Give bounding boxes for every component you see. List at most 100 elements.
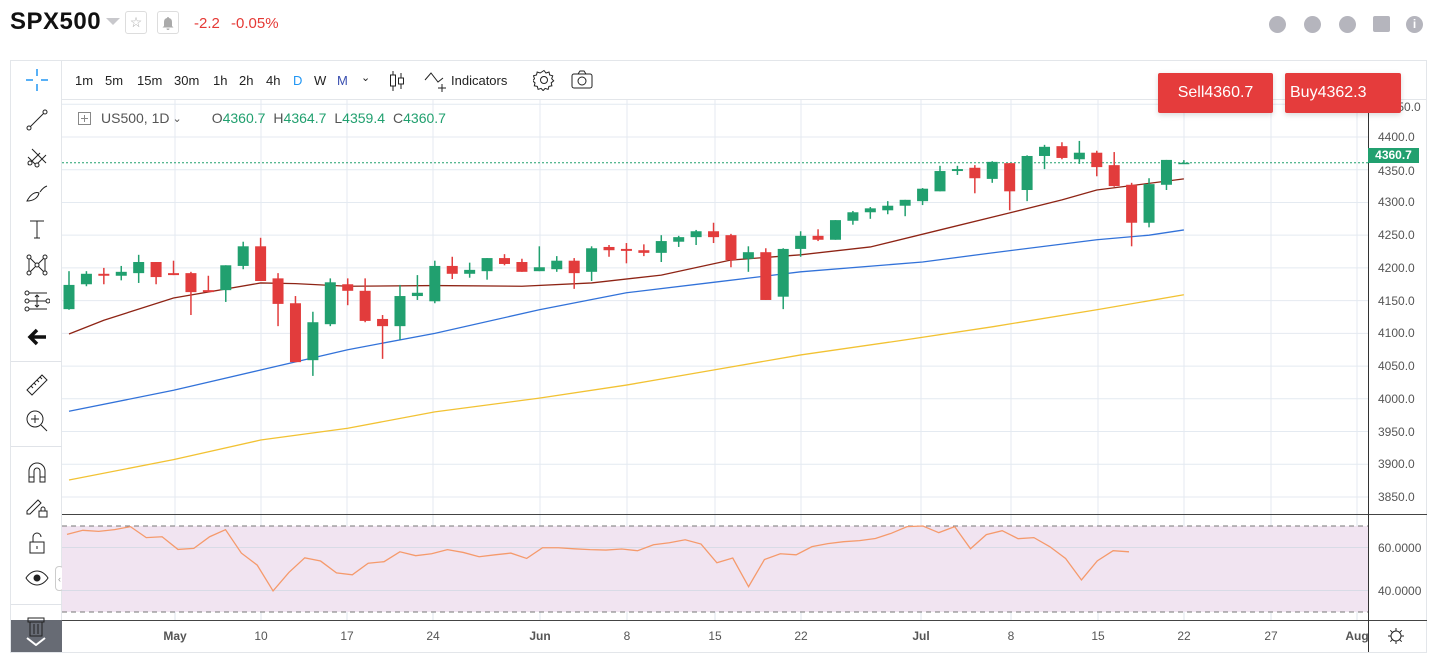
compass-icon[interactable] <box>1304 16 1321 33</box>
time-axis-label: 17 <box>340 629 354 643</box>
candle <box>951 165 963 175</box>
interval-5m[interactable]: 5m <box>105 73 124 88</box>
settings-gear-icon[interactable] <box>533 69 555 91</box>
candle-body <box>533 267 545 272</box>
star-icon: ☆ <box>129 14 143 30</box>
remove-drawings-button[interactable] <box>11 617 62 652</box>
indicators-button[interactable]: Indicators <box>451 73 508 88</box>
symbol-title[interactable]: SPX500 <box>10 8 102 35</box>
candle <box>98 267 110 285</box>
magnet-tool[interactable] <box>23 458 51 486</box>
info-icon[interactable]: i <box>1406 16 1423 33</box>
price-change: -2.2 <box>194 15 220 32</box>
interval-m[interactable]: M <box>337 73 348 88</box>
candle <box>568 258 580 289</box>
candle <box>255 237 267 281</box>
pitchfork-tool[interactable] <box>23 143 51 171</box>
interval-4h[interactable]: 4h <box>266 73 281 88</box>
candle-body <box>63 284 75 310</box>
candle-style-icon[interactable] <box>388 70 406 92</box>
candle-body <box>481 258 493 272</box>
sell-button[interactable]: Sell 4360.7 <box>1158 73 1273 113</box>
legend-low-label: L <box>334 110 343 126</box>
legend-symbol[interactable]: US500, 1D <box>101 110 170 126</box>
chart-settings-sun-icon[interactable] <box>1387 627 1405 645</box>
symbol-dropdown-caret-icon[interactable] <box>106 18 120 25</box>
interval-2h[interactable]: 2h <box>239 73 254 88</box>
screenshot-camera-icon[interactable] <box>571 70 593 90</box>
price-axis-label: 4150.0 <box>1378 293 1415 308</box>
text-tool[interactable] <box>23 215 51 243</box>
pane-separator[interactable] <box>62 514 1427 515</box>
crosshair-tool[interactable] <box>23 66 51 94</box>
gauge-icon[interactable] <box>1339 16 1356 33</box>
candle-body <box>272 278 284 304</box>
ruler-tool[interactable] <box>23 371 51 399</box>
pie-chart-icon[interactable] <box>1269 16 1286 33</box>
rsi-line <box>66 525 1130 593</box>
candle-body <box>255 246 267 281</box>
calendar-icon[interactable] <box>1373 16 1390 32</box>
candle-body <box>882 205 894 211</box>
lock-drawings-tool[interactable] <box>23 493 51 521</box>
candle-body <box>429 265 441 302</box>
chart-toolbar: 1m 5m 15m 30m 1h 2h 4h D W M ⌄ Indicator… <box>62 61 1426 100</box>
interval-1m[interactable]: 1m <box>75 73 94 88</box>
indicators-icon[interactable] <box>424 70 450 92</box>
price-axis-label: 4400.0 <box>1378 130 1415 144</box>
interval-more-chevron-icon[interactable]: ⌄ <box>361 72 371 84</box>
alert-bell-button[interactable] <box>157 11 179 34</box>
expand-legend-icon[interactable] <box>78 111 91 125</box>
candle-body <box>516 262 528 272</box>
visibility-tool[interactable] <box>23 564 51 592</box>
interval-15m[interactable]: 15m <box>137 73 163 88</box>
candle-body <box>1039 146 1051 156</box>
candle-body <box>1143 184 1155 223</box>
candle-body <box>342 284 354 291</box>
price-range-icon <box>24 290 50 312</box>
trend-line-tool[interactable] <box>23 106 51 134</box>
candle <box>1178 160 1190 165</box>
interval-30m[interactable]: 30m <box>174 73 200 88</box>
candle-body <box>725 235 737 261</box>
candle <box>986 161 998 183</box>
candle-body <box>464 269 476 274</box>
candle <box>847 210 859 225</box>
candle-body <box>620 248 632 251</box>
pattern-tool[interactable] <box>23 251 51 279</box>
candle <box>1004 163 1016 211</box>
time-axis-label: 15 <box>708 629 722 643</box>
price-change-percent: -0.05% <box>231 15 279 32</box>
candle <box>359 278 371 323</box>
measure-range-tool[interactable] <box>23 287 51 315</box>
back-button[interactable] <box>23 323 51 351</box>
candle-body <box>1178 162 1190 165</box>
candle-body <box>115 271 127 276</box>
interval-w[interactable]: W <box>314 73 327 88</box>
candle-body <box>864 208 876 213</box>
candle-body <box>655 241 667 253</box>
interval-d[interactable]: D <box>293 73 303 88</box>
zoom-in-tool[interactable] <box>23 407 51 435</box>
legend-close: 4360.7 <box>403 110 446 126</box>
candle-body <box>133 262 145 274</box>
interval-1h[interactable]: 1h <box>213 73 228 88</box>
toolbar-divider <box>11 604 62 605</box>
candle <box>829 220 841 240</box>
lock-tool[interactable] <box>23 529 51 557</box>
rsi-chart[interactable] <box>62 514 1368 620</box>
brush-tool[interactable] <box>23 179 51 207</box>
crosshair-icon <box>26 69 48 91</box>
time-axis-label: 22 <box>794 629 808 643</box>
candle <box>742 246 754 272</box>
trend-line-icon <box>26 109 48 131</box>
price-chart[interactable] <box>62 100 1368 514</box>
legend-high: 4364.7 <box>283 110 327 126</box>
favorite-star-button[interactable]: ☆ <box>125 11 147 34</box>
buy-button[interactable]: Buy 4362.3 <box>1285 73 1401 113</box>
candle <box>586 246 598 281</box>
candle-body <box>969 167 981 179</box>
candle <box>551 256 563 272</box>
candle-body <box>1056 146 1068 158</box>
legend-symbol-chevron-icon[interactable]: ⌄ <box>172 112 182 125</box>
